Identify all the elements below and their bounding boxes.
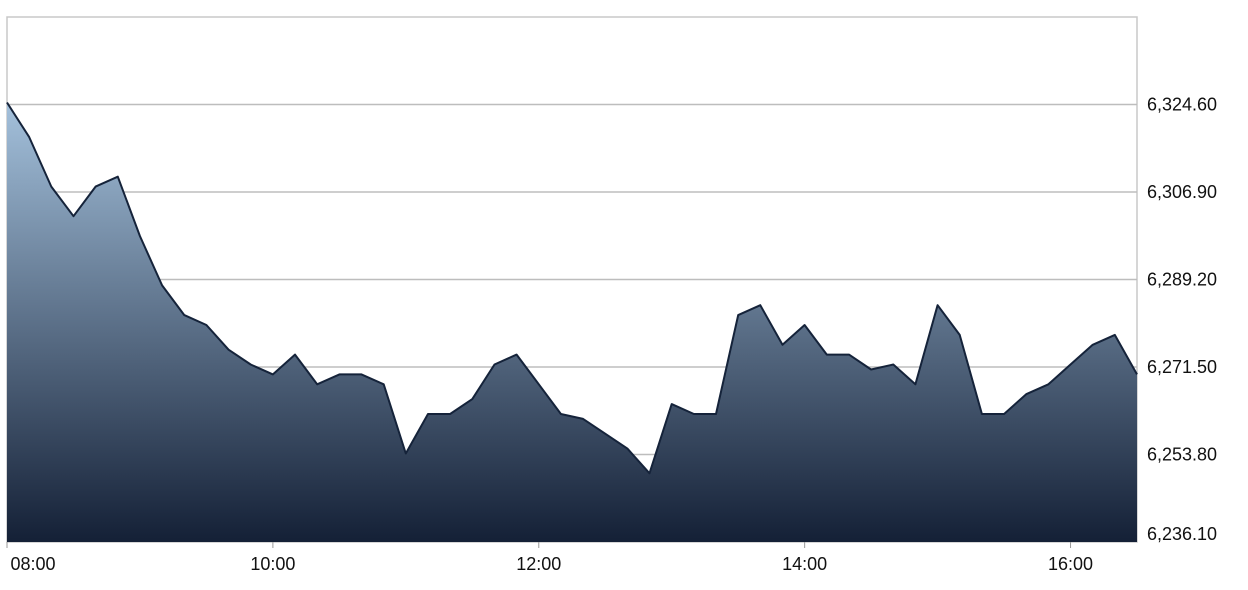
x-tick-label: 08:00	[10, 554, 55, 574]
y-tick-label: 6,306.90	[1147, 182, 1217, 202]
y-tick-label: 6,324.60	[1147, 95, 1217, 115]
price-line	[6, 101, 1138, 475]
x-axis-ticks: 08:00 10:00 12:00 14:00 16:00	[6, 542, 1093, 574]
y-tick-label: 6,271.50	[1147, 357, 1217, 377]
x-tick-label: 10:00	[250, 554, 295, 574]
y-tick-label: 6,253.80	[1147, 445, 1217, 465]
y-tick-label: 6,289.20	[1147, 270, 1217, 290]
price-area	[7, 102, 1137, 542]
x-tick-label: 16:00	[1048, 554, 1093, 574]
x-tick-label: 12:00	[516, 554, 561, 574]
y-axis-ticks: 6,236.10 6,253.80 6,271.50 6,289.20 6,306.90…	[1147, 95, 1217, 545]
x-tick-label: 14:00	[782, 554, 827, 574]
y-tick-label: 6,236.10	[1147, 524, 1217, 544]
